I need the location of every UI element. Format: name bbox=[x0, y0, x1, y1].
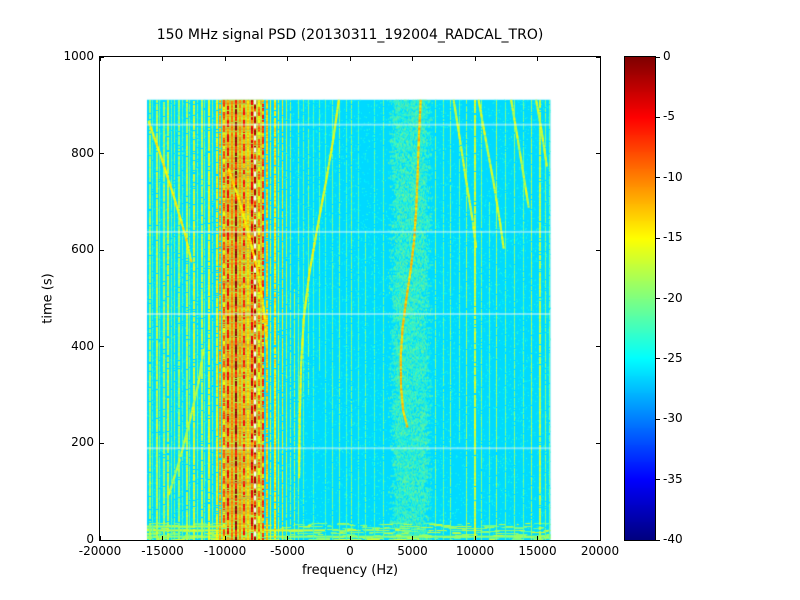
y-tick-mark bbox=[100, 442, 104, 444]
x-tick-mark bbox=[537, 57, 538, 61]
x-tick-mark bbox=[287, 536, 288, 540]
y-tick-mark bbox=[596, 249, 600, 251]
y-tick-mark bbox=[100, 346, 104, 348]
colorbar bbox=[624, 56, 656, 541]
colorbar-tick-label: -35 bbox=[663, 471, 683, 486]
colorbar-tick-mark bbox=[656, 237, 660, 239]
x-tick-mark bbox=[537, 536, 538, 540]
colorbar-tick-label: -5 bbox=[663, 109, 675, 124]
colorbar-tick-mark bbox=[656, 358, 660, 360]
x-tick-mark bbox=[599, 536, 601, 540]
plot-area bbox=[99, 56, 601, 541]
y-tick-label: 800 bbox=[71, 145, 94, 160]
colorbar-tick-label: -20 bbox=[663, 290, 683, 305]
colorbar-tick-mark bbox=[656, 56, 660, 58]
x-tick-mark bbox=[412, 57, 413, 61]
x-tick-mark bbox=[349, 57, 351, 61]
colorbar-tick-label: -40 bbox=[663, 532, 683, 546]
colorbar-tick-label: -30 bbox=[663, 411, 683, 426]
x-tick-label: 10000 bbox=[455, 544, 495, 558]
y-tick-mark bbox=[596, 153, 600, 155]
x-tick-label: -5000 bbox=[270, 544, 305, 558]
colorbar-tick-label: -25 bbox=[663, 350, 683, 365]
colorbar-tick-label: -15 bbox=[663, 230, 683, 245]
x-tick-mark bbox=[99, 536, 101, 540]
y-tick-label: 600 bbox=[71, 242, 94, 257]
y-tick-mark bbox=[596, 442, 600, 444]
x-tick-label: -15000 bbox=[141, 544, 184, 558]
y-tick-mark bbox=[100, 539, 104, 541]
x-tick-label: 5000 bbox=[397, 544, 428, 558]
colorbar-tick-mark bbox=[656, 539, 660, 541]
x-tick-mark bbox=[412, 536, 413, 540]
x-tick-mark bbox=[287, 57, 288, 61]
x-tick-label: 20000 bbox=[580, 544, 620, 558]
colorbar-tick-label: -10 bbox=[663, 169, 683, 184]
colorbar-tick-label: 0 bbox=[663, 49, 671, 63]
colorbar-tick-mark bbox=[656, 177, 660, 179]
y-tick-label: 200 bbox=[71, 435, 94, 450]
x-tick-mark bbox=[474, 536, 476, 540]
x-tick-mark bbox=[224, 536, 226, 540]
y-tick-label: 1000 bbox=[63, 49, 94, 63]
colorbar-tick-mark bbox=[656, 298, 660, 299]
x-tick-mark bbox=[349, 536, 351, 540]
x-tick-mark bbox=[224, 57, 226, 61]
x-axis-label: frequency (Hz) bbox=[301, 563, 399, 578]
x-tick-mark bbox=[99, 57, 101, 61]
x-tick-label: -20000 bbox=[78, 544, 122, 558]
y-tick-mark bbox=[100, 249, 104, 251]
y-tick-mark bbox=[100, 56, 104, 58]
x-tick-mark bbox=[474, 57, 476, 61]
colorbar-canvas bbox=[625, 57, 655, 540]
y-tick-mark bbox=[596, 346, 600, 348]
colorbar-tick-mark bbox=[656, 479, 660, 481]
colorbar-tick-mark bbox=[656, 116, 660, 118]
x-tick-mark bbox=[162, 57, 163, 61]
y-tick-label: 0 bbox=[86, 532, 94, 546]
x-tick-label: 0 bbox=[346, 544, 354, 558]
x-tick-mark bbox=[162, 536, 163, 540]
x-tick-label: 15000 bbox=[518, 544, 557, 558]
y-tick-mark bbox=[100, 153, 104, 155]
y-tick-mark bbox=[596, 539, 600, 541]
spectrogram-canvas bbox=[100, 57, 600, 540]
x-tick-mark bbox=[599, 57, 601, 61]
y-tick-mark bbox=[596, 56, 600, 58]
x-tick-label: -10000 bbox=[203, 544, 247, 558]
y-tick-label: 400 bbox=[71, 338, 94, 353]
chart-title: 150 MHz signal PSD (20130311_192004_RADC… bbox=[156, 27, 544, 43]
colorbar-tick-mark bbox=[656, 418, 660, 420]
